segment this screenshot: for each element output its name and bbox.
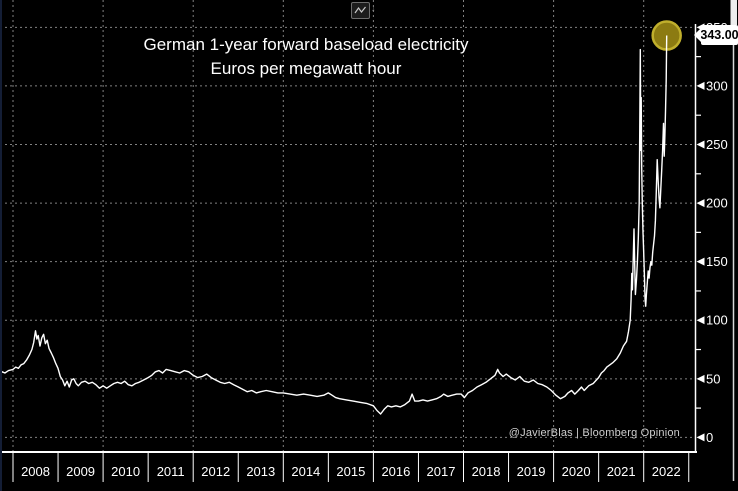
x-tick-label: 2016 [381, 464, 410, 479]
last-price-callout: 343.00 [694, 25, 738, 46]
line-chart-icon [354, 6, 366, 14]
y-tick-label: 300 [706, 78, 728, 93]
price-line [0, 35, 668, 415]
x-tick-label: 2022 [652, 464, 681, 479]
y-tick-arrow-icon [696, 140, 705, 149]
scrollbar-thumb[interactable] [730, 0, 738, 25]
x-tick-label: 2021 [607, 464, 636, 479]
y-tick-arrow-icon [696, 316, 705, 325]
x-tick-label: 2010 [111, 464, 140, 479]
chart-title: German 1-year forward baseload electrici… [143, 35, 469, 54]
x-tick-label: 2012 [201, 464, 230, 479]
y-tick-arrow-icon [696, 433, 705, 442]
y-tick-arrow-icon [696, 199, 705, 208]
x-tick-label: 2020 [562, 464, 591, 479]
y-tick-label: 200 [706, 196, 728, 211]
last-price-value: 343.00 [700, 28, 738, 43]
y-tick-label: 50 [706, 371, 720, 386]
x-tick-label: 2019 [517, 464, 546, 479]
x-tick-label: 2008 [21, 464, 50, 479]
x-tick-label: 2011 [157, 464, 185, 479]
y-tick-label: 0 [706, 430, 713, 445]
y-tick-arrow-icon [696, 257, 705, 266]
chart-subtitle: Euros per megawatt hour [210, 59, 402, 78]
y-tick-arrow-icon [696, 374, 705, 383]
x-tick-label: 2015 [336, 464, 365, 479]
y-tick-label: 150 [706, 254, 728, 269]
callout-arrow-icon [694, 28, 701, 43]
y-tick-arrow-icon [696, 81, 705, 90]
y-tick-label: 250 [706, 137, 728, 152]
window-left-edge [0, 0, 2, 491]
x-tick-label: 2018 [472, 464, 501, 479]
caret-down-icon[interactable]: ↓ [371, 3, 376, 13]
x-tick-label: 2017 [427, 464, 456, 479]
chart-tool-button[interactable] [351, 2, 370, 19]
attribution-text: @JavierBlas | Bloomberg Opinion [508, 427, 680, 439]
chart-title-block: German 1-year forward baseload electrici… [0, 33, 612, 81]
y-tick-label: 100 [706, 313, 728, 328]
x-tick-label: 2014 [291, 464, 320, 479]
x-tick-label: 2009 [66, 464, 95, 479]
x-tick-label: 2013 [246, 464, 275, 479]
